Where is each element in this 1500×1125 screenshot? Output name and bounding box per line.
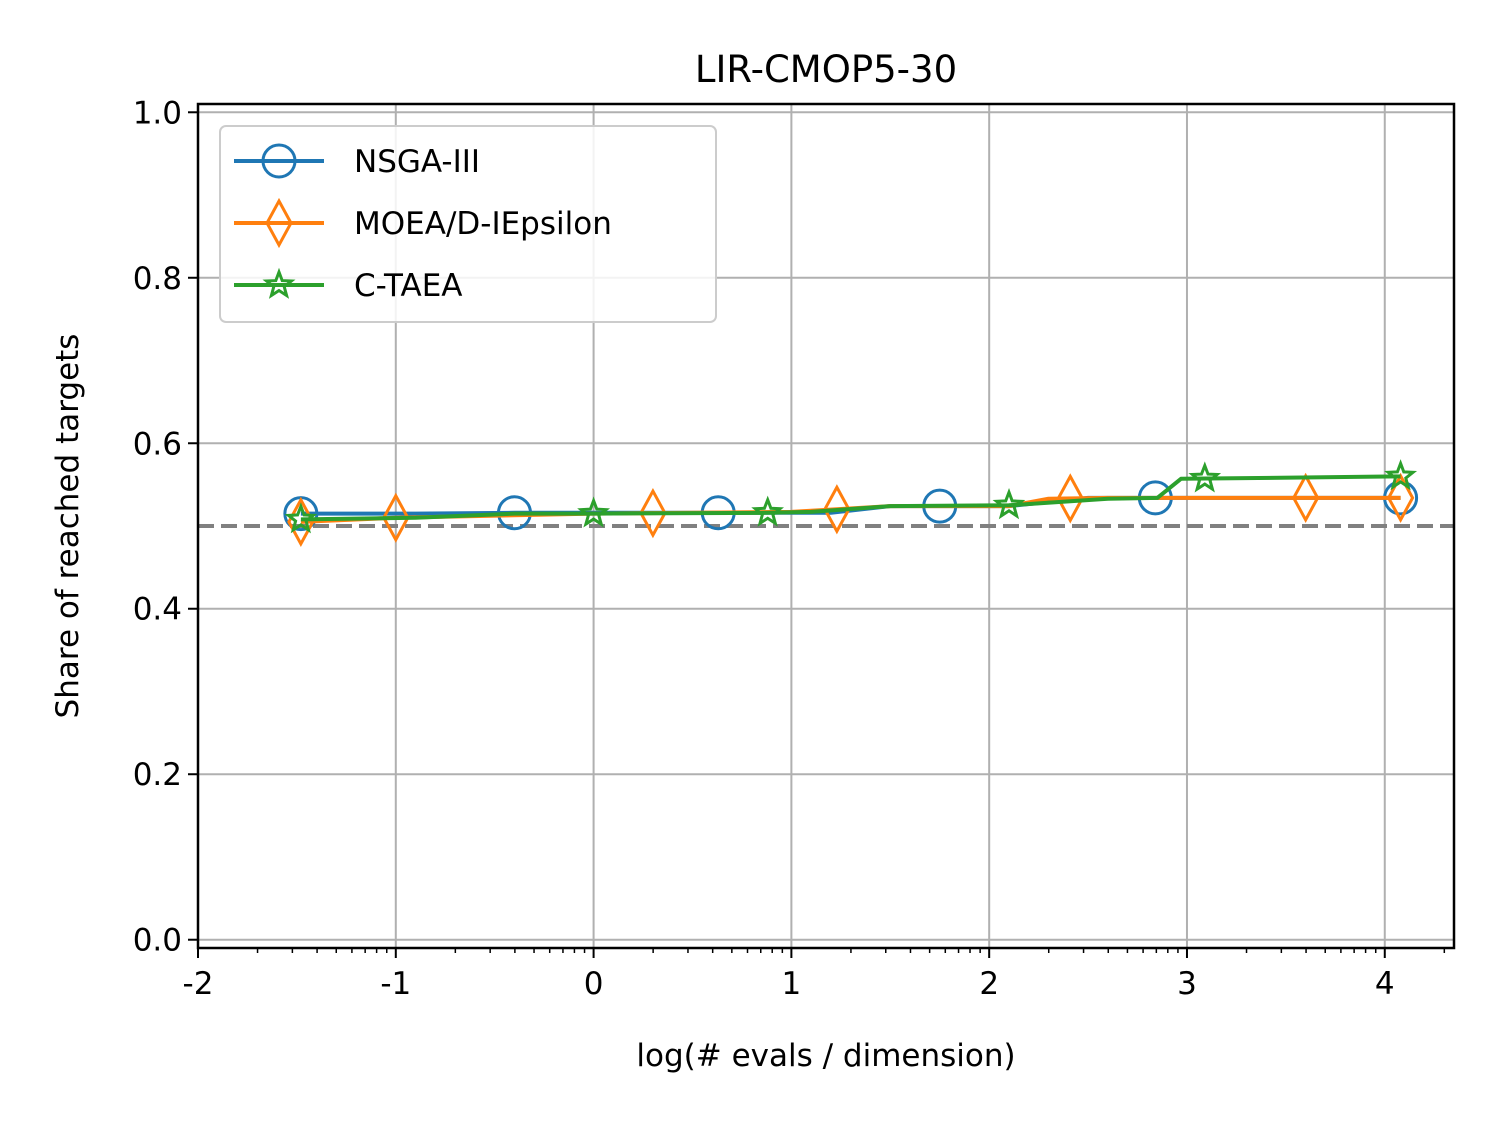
legend-marker-diamond bbox=[265, 197, 293, 249]
x-tick-label: 4 bbox=[1375, 966, 1395, 1002]
legend-item: C-TAEA bbox=[234, 267, 463, 304]
data-point-star bbox=[992, 488, 1026, 520]
chart-title: LIR-CMOP5-30 bbox=[695, 48, 957, 91]
y-axis-label: Share of reached targets bbox=[50, 334, 86, 719]
x-tick-label: -2 bbox=[183, 966, 214, 1002]
legend-label: MOEA/D-IEpsilon bbox=[354, 206, 612, 242]
data-point-diamond bbox=[823, 484, 851, 535]
data-point-star bbox=[751, 495, 784, 527]
x-tick-label: 3 bbox=[1177, 966, 1197, 1002]
legend-marker-circle bbox=[261, 143, 297, 179]
series-group bbox=[283, 459, 1419, 547]
legend-label: C-TAEA bbox=[354, 268, 463, 304]
series-c-taea bbox=[284, 459, 1418, 534]
legend: NSGA-III MOEA/D-IEpsilon C-TAEA bbox=[219, 125, 717, 323]
data-point-diamond bbox=[382, 492, 410, 543]
x-tick-label: 1 bbox=[782, 966, 802, 1002]
y-axis: 0.0 0.2 0.4 0.6 0.8 1.0 bbox=[133, 95, 198, 959]
y-tick-label: 0.4 bbox=[133, 592, 182, 628]
data-point-diamond bbox=[1386, 472, 1415, 523]
legend-box bbox=[219, 125, 717, 323]
x-tick-label: 2 bbox=[979, 966, 999, 1002]
data-point-diamond bbox=[639, 487, 667, 539]
x-tick-label: 0 bbox=[584, 966, 604, 1002]
series-line bbox=[300, 474, 1401, 522]
legend-label: NSGA-III bbox=[354, 144, 480, 180]
x-axis-label: log(# evals / dimension) bbox=[636, 1038, 1015, 1074]
data-point-star bbox=[577, 496, 611, 528]
data-point-star bbox=[284, 502, 318, 534]
y-tick-label: 0.2 bbox=[133, 757, 182, 793]
data-point-diamond bbox=[1291, 472, 1320, 523]
plot-frame bbox=[196, 102, 1456, 950]
legend-item: MOEA/D-IEpsilon bbox=[234, 197, 612, 249]
y-tick-label: 0.8 bbox=[133, 261, 182, 297]
y-tick-label: 1.0 bbox=[133, 95, 182, 131]
x-tick-label: -1 bbox=[380, 966, 411, 1002]
data-point-diamond bbox=[1056, 473, 1084, 524]
data-point-star bbox=[1188, 461, 1222, 493]
legend-marker-star bbox=[262, 267, 296, 299]
x-axis: -2 -1 0 1 2 3 4 bbox=[183, 948, 1446, 1002]
data-point-star bbox=[1384, 459, 1418, 491]
y-tick-label: 0.6 bbox=[133, 426, 182, 462]
legend-item: NSGA-III bbox=[234, 143, 480, 180]
y-tick-label: 0.0 bbox=[133, 923, 182, 959]
